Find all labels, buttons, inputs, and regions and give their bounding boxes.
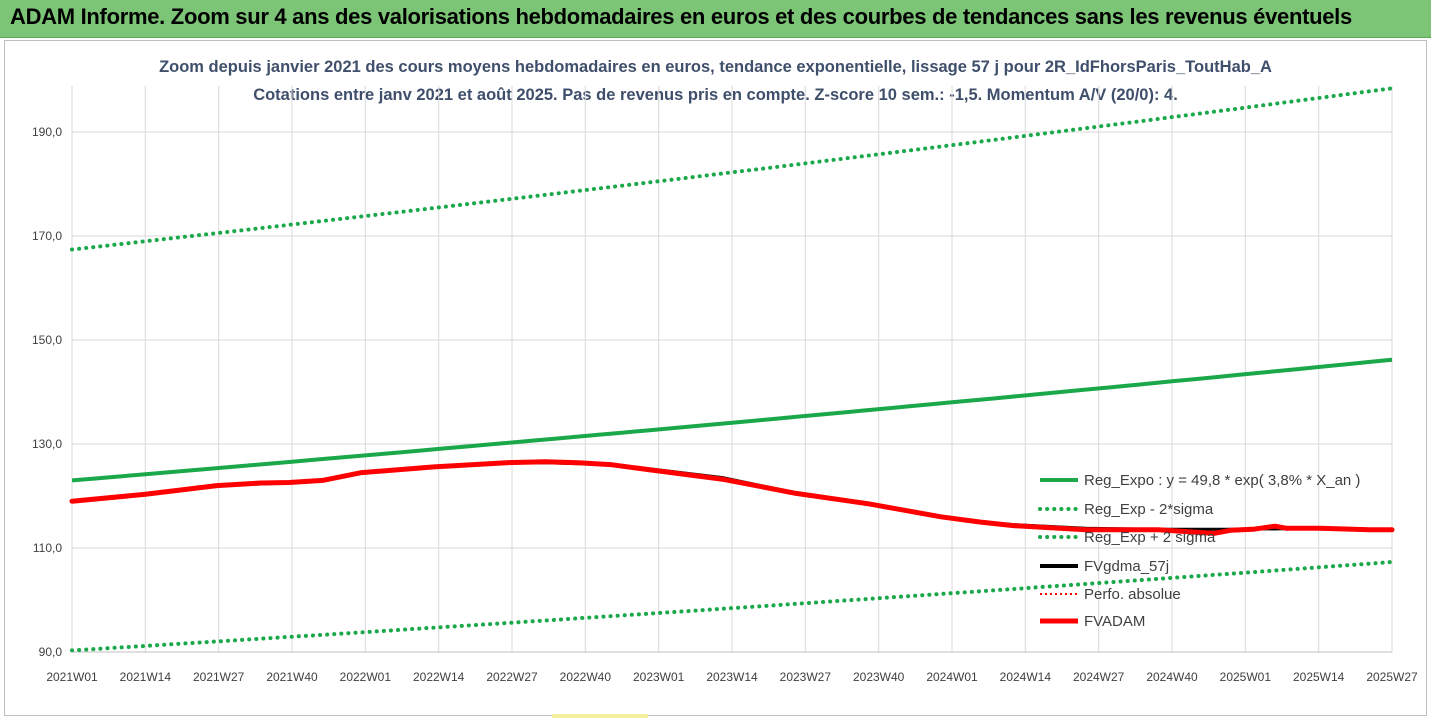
y-tick-label: 150,0 (32, 333, 62, 347)
x-tick-label: 2024W27 (1073, 670, 1125, 684)
legend-label: Reg_Exp - 2*sigma (1084, 501, 1214, 518)
legend-label: FVgdma_57j (1084, 558, 1169, 575)
x-tick-label: 2023W14 (706, 670, 758, 684)
x-tick-label: 2025W27 (1366, 670, 1418, 684)
x-tick-label: 2021W01 (46, 670, 98, 684)
x-tick-label: 2025W14 (1293, 670, 1345, 684)
x-tick-label: 2023W01 (633, 670, 685, 684)
x-tick-label: 2021W40 (266, 670, 318, 684)
reg-expo-line (71, 357, 1393, 483)
legend-label: Reg_Exp + 2 sigma (1084, 529, 1216, 546)
scroll-indicator (552, 714, 648, 718)
chart-title: Zoom depuis janvier 2021 des cours moyen… (159, 58, 1272, 76)
x-tick-label: 2025W01 (1220, 670, 1272, 684)
y-tick-label: 90,0 (39, 645, 63, 659)
x-tick-label: 2021W14 (120, 670, 172, 684)
x-tick-label: 2024W01 (926, 670, 978, 684)
report-title: ADAM Informe. Zoom sur 4 ans des valoris… (10, 4, 1352, 29)
fvadam-line (69, 459, 1395, 536)
x-tick-label: 2022W27 (486, 670, 538, 684)
y-tick-label: 130,0 (32, 437, 62, 451)
x-tick-label: 2022W14 (413, 670, 465, 684)
report-banner: ADAM Informe. Zoom sur 4 ans des valoris… (0, 0, 1431, 38)
x-tick-label: 2024W40 (1146, 670, 1198, 684)
legend-label: FVADAM (1084, 613, 1145, 630)
x-tick-label: 2021W27 (193, 670, 245, 684)
chart-subtitle: Cotations entre janv 2021 et août 2025. … (253, 86, 1178, 104)
x-tick-label: 2022W40 (560, 670, 612, 684)
x-tick-label: 2022W01 (340, 670, 392, 684)
x-tick-label: 2024W14 (1000, 670, 1052, 684)
legend-label: Perfo. absolue (1084, 586, 1181, 603)
x-tick-label: 2023W27 (780, 670, 832, 684)
y-tick-label: 170,0 (32, 229, 62, 243)
x-tick-label: 2023W40 (853, 670, 905, 684)
reg-exp-plus-2sigma-line (70, 86, 1394, 252)
y-tick-label: 110,0 (33, 541, 62, 555)
legend-label: Reg_Expo : y = 49,8 * exp( 3,8% * X_an ) (1084, 472, 1360, 489)
reg-exp-minus-2sigma-line (70, 560, 1394, 653)
y-tick-label: 190,0 (32, 125, 62, 139)
